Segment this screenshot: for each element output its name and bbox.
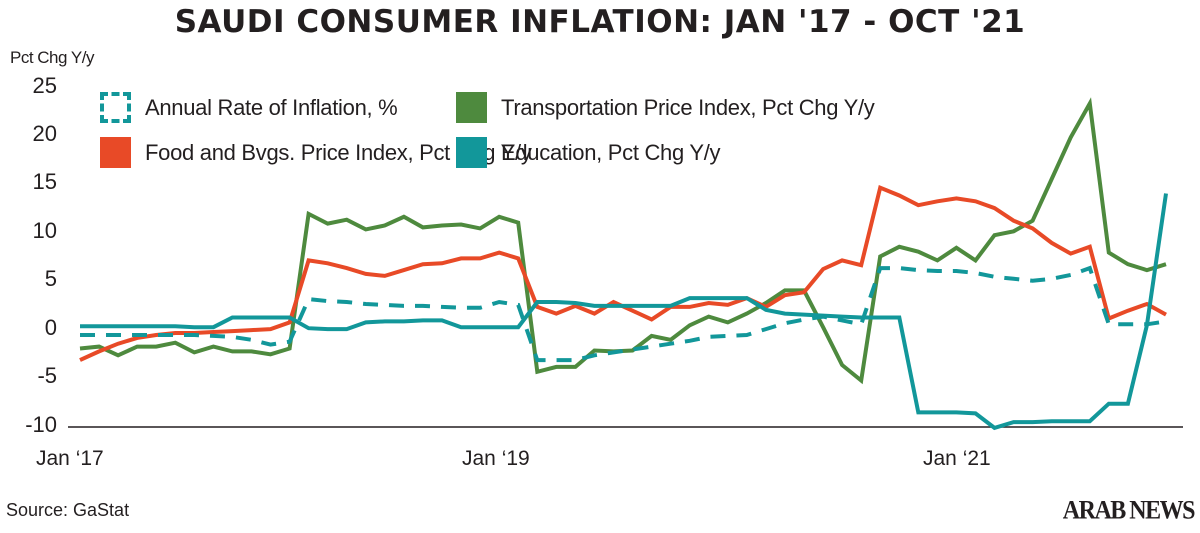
series-line-food-and-bvgs-price-index-pct-chg-y-y — [79, 184, 1167, 362]
arab-news-logo: ARAB NEWS — [1062, 496, 1196, 526]
x-tick-label: Jan ‘19 — [462, 447, 530, 470]
legend-item: Annual Rate of Inflation, % — [100, 92, 398, 123]
legend-label: Education, Pct Chg Y/y — [501, 139, 721, 165]
series-line-annual-rate-of-inflation — [80, 265, 1167, 363]
y-tick-label: -5 — [37, 363, 57, 388]
y-axis-label: Pct Chg Y/y — [10, 48, 94, 67]
y-tick-label: 25 — [32, 73, 57, 98]
legend-swatch — [100, 137, 131, 168]
y-tick-label: 15 — [32, 169, 57, 194]
legend-swatch — [456, 137, 487, 168]
legend-label: Transportation Price Index, Pct Chg Y/y — [501, 94, 875, 120]
x-tick-label: Jan ‘17 — [36, 447, 104, 470]
chart-title: SAUDI CONSUMER INFLATION: JAN '17 - OCT … — [174, 4, 1026, 40]
legend-label: Annual Rate of Inflation, % — [145, 94, 398, 120]
y-tick-label: 10 — [32, 218, 57, 243]
legend-swatch — [456, 92, 487, 123]
legend-swatch-dashed — [100, 92, 131, 123]
series-line-transportation-price-index-pct-chg-y-y — [79, 97, 1167, 385]
legend-item: Education, Pct Chg Y/y — [456, 137, 721, 168]
y-tick-label: 20 — [32, 121, 57, 146]
x-tick-label: Jan ‘21 — [923, 447, 991, 470]
y-tick-label: 0 — [44, 315, 57, 340]
source-note: Source: GaStat — [6, 500, 130, 520]
y-tick-label: 5 — [44, 266, 57, 291]
y-tick-label: -10 — [25, 412, 57, 437]
legend-item: Transportation Price Index, Pct Chg Y/y — [456, 92, 875, 123]
series-line-education-pct-chg-y-y — [80, 193, 1168, 431]
